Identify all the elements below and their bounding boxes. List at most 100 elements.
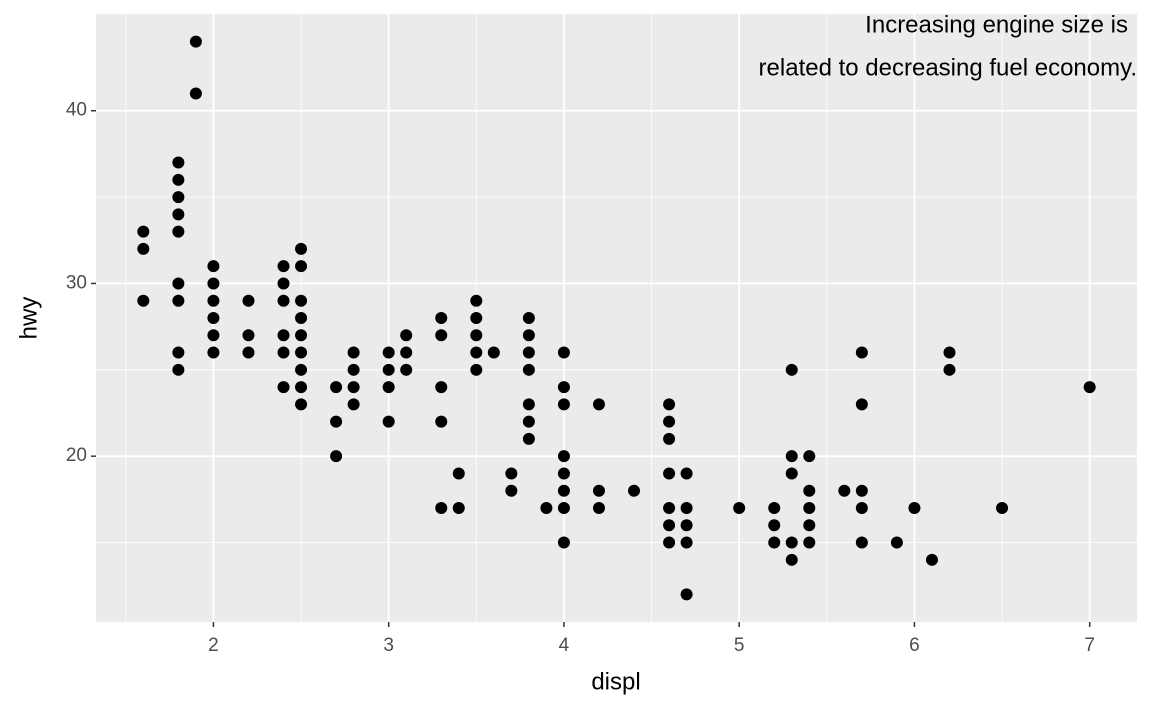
point [663, 519, 676, 532]
point [522, 398, 535, 411]
point [592, 502, 605, 514]
annotation: Increasing engine size is [865, 11, 1128, 38]
point [943, 346, 956, 359]
point [680, 467, 693, 480]
point [733, 502, 746, 514]
x-tick-label: 5 [734, 635, 745, 656]
point [855, 536, 868, 549]
point [803, 450, 816, 463]
y-tick-label: 20 [66, 445, 87, 466]
point [470, 346, 483, 359]
point [680, 536, 693, 549]
point [592, 484, 605, 497]
point [943, 363, 956, 376]
point [189, 87, 202, 100]
point [522, 346, 535, 359]
y-tick-label: 30 [66, 272, 87, 293]
point [557, 502, 570, 514]
point [400, 329, 413, 342]
point [785, 467, 798, 480]
point [768, 536, 781, 549]
point [785, 553, 798, 566]
point [557, 381, 570, 394]
point [663, 432, 676, 445]
point [172, 363, 185, 376]
point [382, 363, 395, 376]
point [505, 467, 518, 480]
point [855, 502, 868, 514]
point [592, 398, 605, 411]
point [522, 312, 535, 324]
point [925, 553, 938, 566]
point [452, 502, 465, 514]
point [540, 502, 553, 514]
point [137, 294, 150, 307]
point [400, 363, 413, 376]
point [505, 484, 518, 497]
point [470, 329, 483, 342]
point [172, 277, 185, 290]
point [680, 588, 693, 601]
point [172, 208, 185, 221]
point [680, 502, 693, 514]
point [557, 467, 570, 480]
point [435, 502, 448, 514]
point [330, 450, 343, 463]
x-tick-label: 2 [208, 635, 219, 656]
point [172, 173, 185, 186]
point [785, 450, 798, 463]
point [207, 329, 220, 342]
point [838, 484, 851, 497]
point [242, 346, 255, 359]
point [137, 225, 150, 238]
point [435, 329, 448, 342]
point [295, 294, 308, 307]
point [207, 294, 220, 307]
point [785, 536, 798, 549]
point [803, 484, 816, 497]
point [557, 484, 570, 497]
point [295, 346, 308, 359]
point [996, 502, 1009, 514]
point [522, 363, 535, 376]
point [557, 450, 570, 463]
point [347, 346, 360, 359]
point [487, 346, 500, 359]
annotation: related to decreasing fuel economy. [759, 54, 1137, 81]
point [663, 398, 676, 411]
point [330, 381, 343, 394]
point [435, 312, 448, 324]
point [522, 415, 535, 428]
point [242, 294, 255, 307]
point [557, 398, 570, 411]
point [803, 519, 816, 532]
point [295, 242, 308, 255]
point [785, 363, 798, 376]
point [908, 502, 921, 514]
point [663, 536, 676, 549]
point [768, 502, 781, 514]
point [628, 484, 641, 497]
point [189, 35, 202, 48]
point [890, 536, 903, 549]
point [435, 415, 448, 428]
x-tick-label: 4 [559, 635, 570, 656]
panel [96, 14, 1137, 622]
point [207, 260, 220, 273]
point [242, 329, 255, 342]
point [382, 415, 395, 428]
x-tick-label: 3 [383, 635, 394, 656]
point [557, 346, 570, 359]
x-axis-title: displ [591, 668, 640, 695]
point [663, 415, 676, 428]
x-tick-label: 7 [1084, 635, 1095, 656]
point [382, 381, 395, 394]
point [803, 502, 816, 514]
point [557, 536, 570, 549]
point [382, 346, 395, 359]
point [207, 346, 220, 359]
point [452, 467, 465, 480]
point [470, 312, 483, 324]
x-tick-label: 6 [909, 635, 920, 656]
